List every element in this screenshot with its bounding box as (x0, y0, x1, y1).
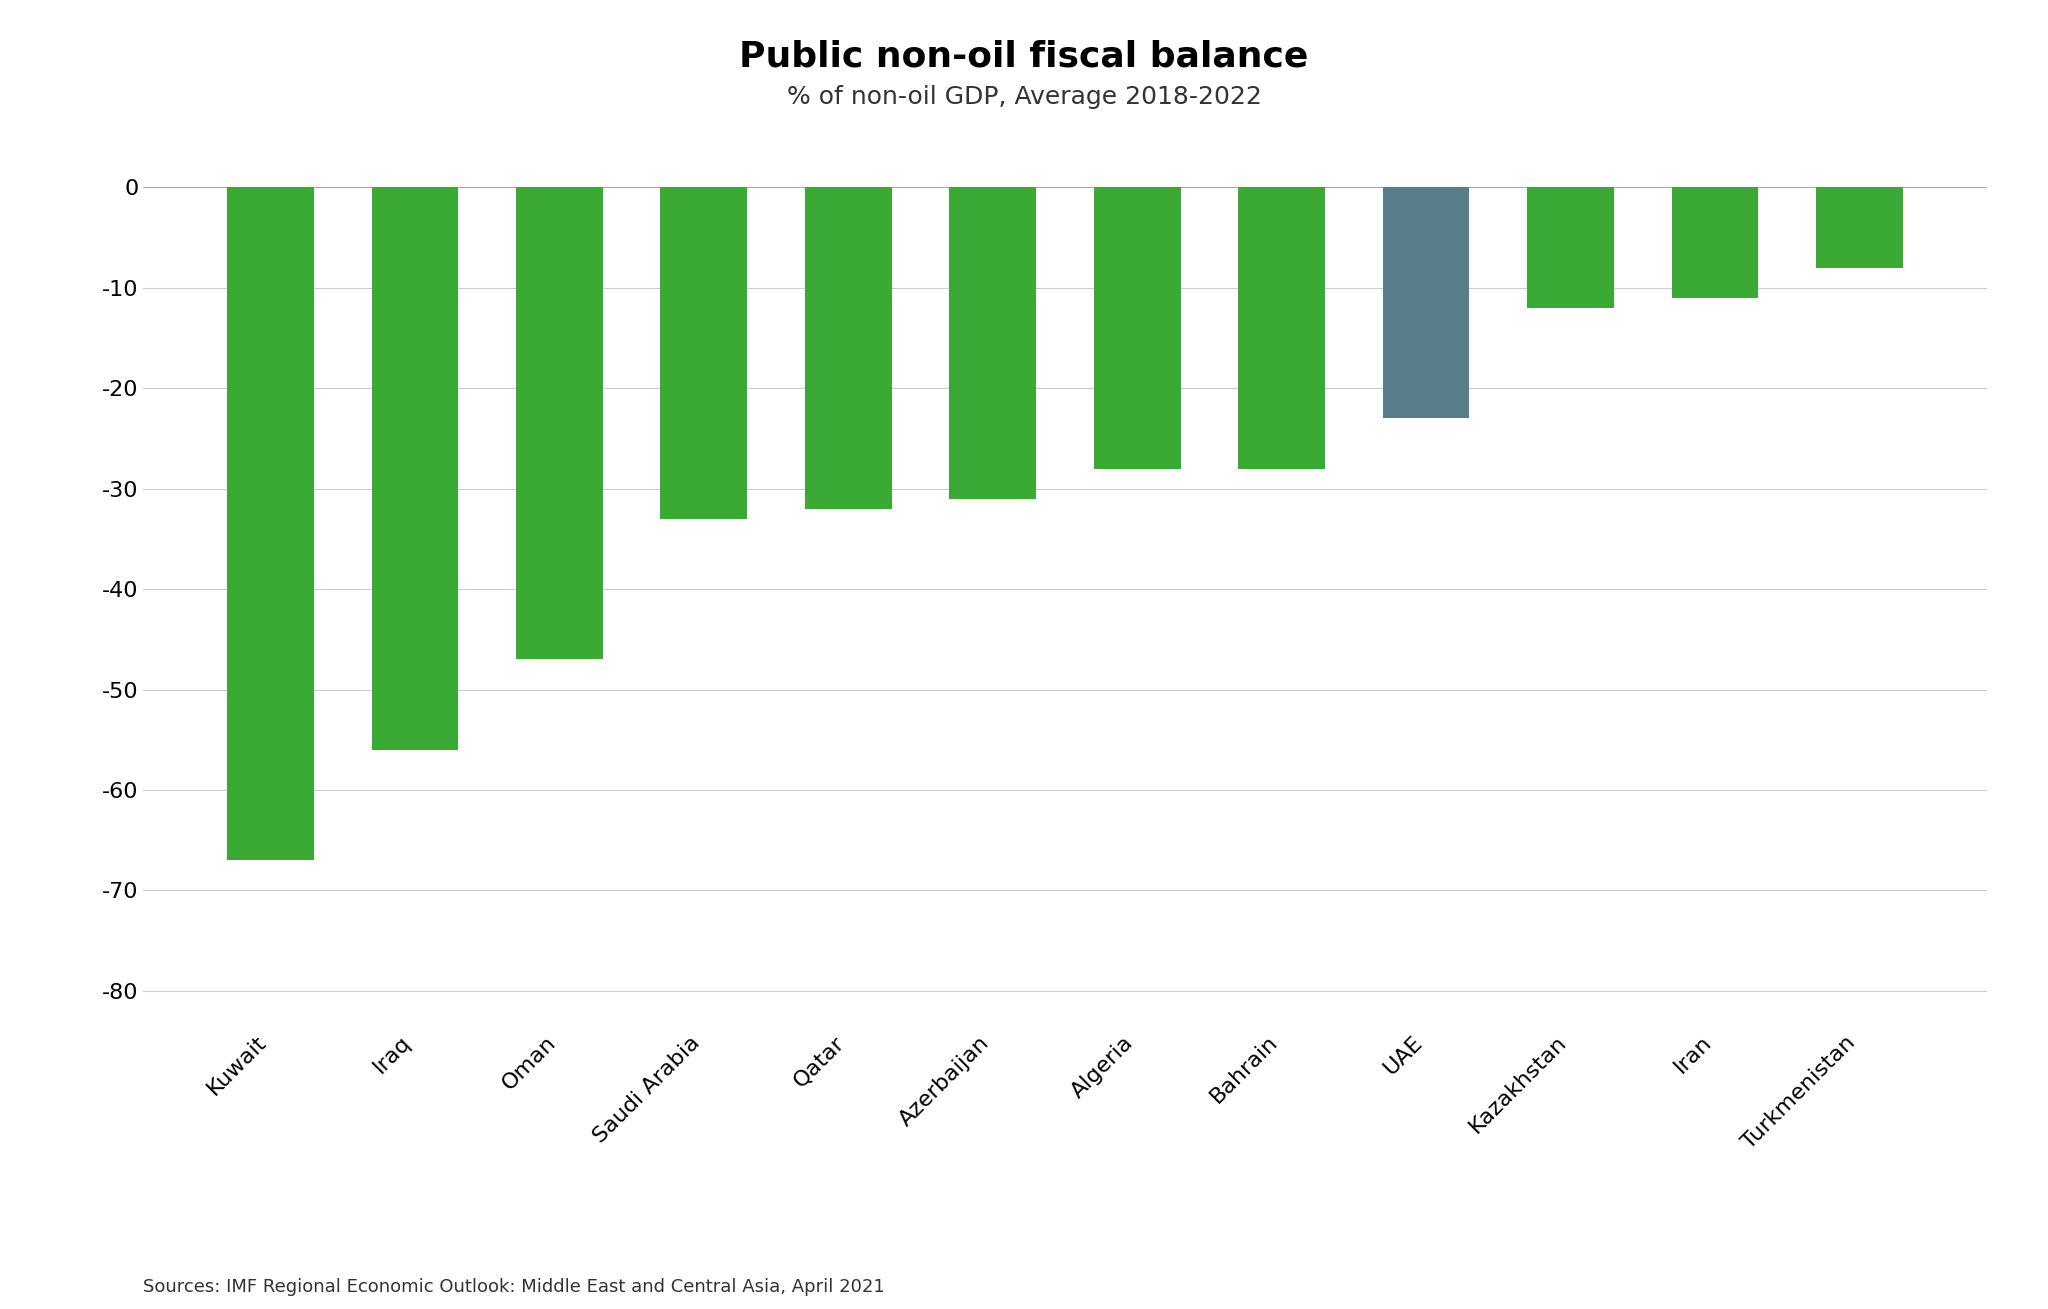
Bar (662, 187, 748, 518)
Bar (1671, 187, 1759, 297)
Bar (516, 187, 602, 660)
Bar (1528, 187, 1614, 308)
Bar (950, 187, 1036, 499)
Bar (1382, 187, 1468, 419)
Text: % of non-oil GDP, Average 2018-2022: % of non-oil GDP, Average 2018-2022 (786, 85, 1262, 109)
Bar (1239, 187, 1325, 469)
Text: Sources: IMF Regional Economic Outlook: Middle East and Central Asia, April 2021: Sources: IMF Regional Economic Outlook: … (143, 1278, 885, 1296)
Bar (1094, 187, 1180, 469)
Bar (1817, 187, 1903, 267)
Bar (805, 187, 891, 509)
Text: Public non-oil fiscal balance: Public non-oil fiscal balance (739, 39, 1309, 73)
Bar (227, 187, 313, 860)
Bar (371, 187, 459, 750)
